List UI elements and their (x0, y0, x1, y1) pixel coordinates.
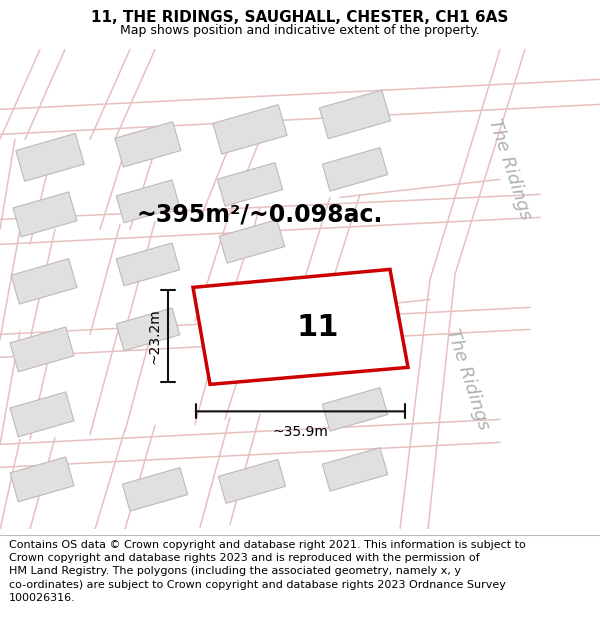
Polygon shape (122, 468, 188, 511)
Polygon shape (116, 180, 180, 223)
Polygon shape (319, 90, 391, 139)
Text: 11: 11 (297, 312, 340, 342)
Polygon shape (218, 459, 286, 503)
Polygon shape (217, 162, 283, 206)
Polygon shape (220, 219, 284, 263)
Text: Map shows position and indicative extent of the property.: Map shows position and indicative extent… (120, 24, 480, 37)
Polygon shape (115, 122, 181, 167)
Text: ~23.2m: ~23.2m (148, 308, 162, 364)
Polygon shape (13, 192, 77, 237)
Text: The Ridings: The Ridings (485, 116, 535, 222)
Polygon shape (11, 259, 77, 304)
Text: 11, THE RIDINGS, SAUGHALL, CHESTER, CH1 6AS: 11, THE RIDINGS, SAUGHALL, CHESTER, CH1 … (91, 10, 509, 25)
Polygon shape (322, 388, 388, 431)
Polygon shape (322, 148, 388, 191)
Text: The Ridings: The Ridings (443, 326, 493, 432)
Polygon shape (213, 104, 287, 154)
Text: ~35.9m: ~35.9m (272, 426, 328, 439)
Polygon shape (116, 308, 180, 351)
Polygon shape (322, 448, 388, 491)
Polygon shape (116, 243, 180, 286)
Polygon shape (10, 392, 74, 437)
Polygon shape (10, 457, 74, 502)
Text: ~395m²/~0.098ac.: ~395m²/~0.098ac. (137, 202, 383, 226)
Text: Contains OS data © Crown copyright and database right 2021. This information is : Contains OS data © Crown copyright and d… (9, 540, 526, 602)
Polygon shape (10, 327, 74, 372)
Polygon shape (193, 269, 408, 384)
Polygon shape (16, 134, 84, 181)
